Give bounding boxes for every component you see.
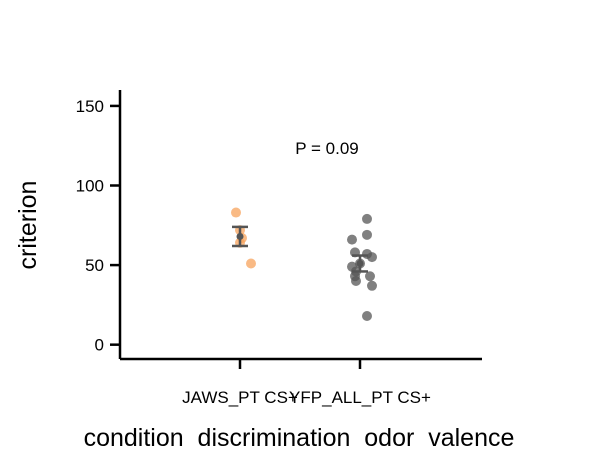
y-tick-label-0: 0 bbox=[95, 336, 104, 355]
data-point bbox=[365, 271, 375, 282]
error-bars bbox=[232, 225, 368, 273]
data-point bbox=[362, 213, 372, 224]
data-point bbox=[351, 276, 361, 287]
x-axis-title: condition discrimination odor valence bbox=[84, 424, 515, 450]
y-axis-title: criterion bbox=[14, 181, 42, 270]
y-tick-label-150: 150 bbox=[76, 97, 104, 116]
y-tick-label-100: 100 bbox=[76, 177, 104, 196]
p-value-annotation: P = 0.09 bbox=[295, 139, 359, 158]
data-point bbox=[362, 229, 372, 240]
mean-marker bbox=[356, 259, 364, 267]
axes bbox=[118, 90, 482, 361]
data-point bbox=[367, 280, 377, 291]
data-point bbox=[362, 311, 372, 322]
y-ticks: 0 50 100 150 bbox=[76, 97, 120, 355]
mean-marker bbox=[236, 232, 244, 240]
x-ticks: JAWS_PT CS+YFP_ALL_PT CS+ bbox=[182, 359, 431, 407]
data-point bbox=[347, 234, 357, 245]
data-point bbox=[231, 207, 241, 218]
data-point bbox=[246, 258, 256, 269]
data-points bbox=[231, 207, 377, 322]
x-tick-label-1: YFP_ALL_PT CS+ bbox=[289, 388, 431, 407]
y-tick-label-50: 50 bbox=[85, 256, 104, 275]
data-point bbox=[367, 252, 377, 263]
x-tick-label-0: JAWS_PT CS+ bbox=[182, 388, 298, 407]
